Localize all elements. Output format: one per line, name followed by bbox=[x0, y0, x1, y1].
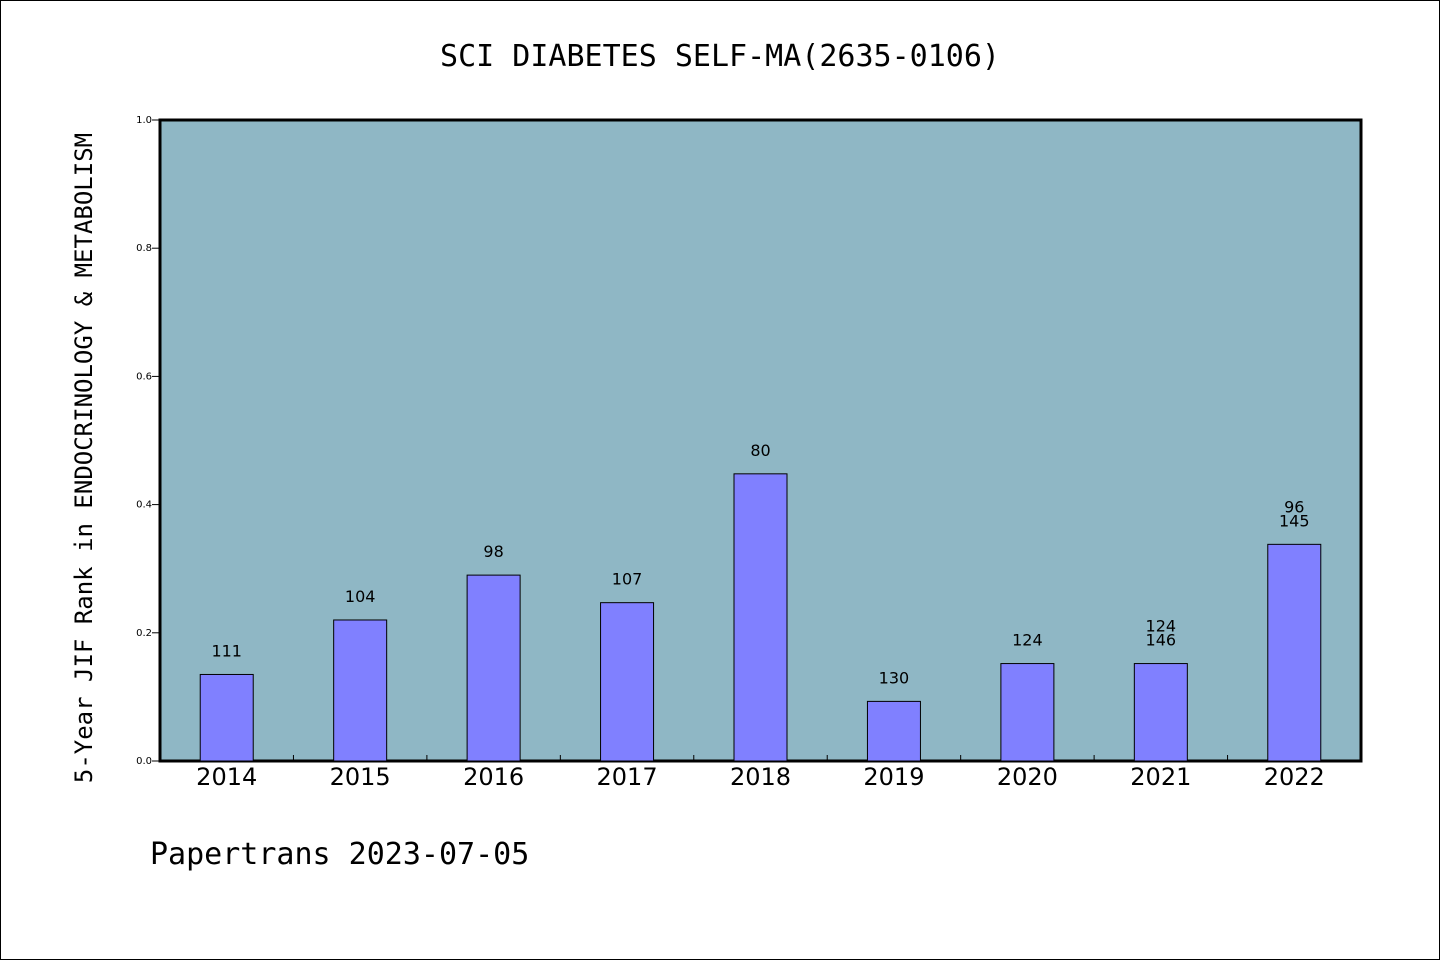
x-tick-label: 2018 bbox=[730, 763, 791, 791]
bar-2022 bbox=[1267, 543, 1322, 762]
bar-2020 bbox=[1000, 663, 1055, 762]
y-tick-label: 1.0 bbox=[136, 115, 152, 126]
x-tick-label: 2014 bbox=[196, 763, 257, 791]
y-tick-label: 0.2 bbox=[136, 628, 152, 639]
bar-data-label: 146 bbox=[1146, 631, 1177, 650]
y-tick-label: 0.0 bbox=[136, 756, 152, 767]
y-tick-label: 0.8 bbox=[136, 243, 152, 254]
bar-data-label: 96 bbox=[1284, 497, 1304, 516]
y-axis-ticks: 0.0 0.2 0.4 0.6 0.8 1.0 bbox=[136, 115, 160, 767]
x-tick-label: 2022 bbox=[1264, 763, 1325, 791]
footer-source-date: Papertrans 2023-07-05 bbox=[150, 837, 529, 872]
bar-data-label: 124 bbox=[1146, 617, 1177, 636]
bar-data-label: 124 bbox=[1012, 631, 1043, 650]
bar-data-label: 111 bbox=[211, 641, 242, 660]
x-tick-label: 2015 bbox=[330, 763, 391, 791]
x-tick-label: 2017 bbox=[597, 763, 658, 791]
bar-data-label: 130 bbox=[879, 668, 910, 687]
bar-data-label: 107 bbox=[612, 570, 643, 589]
bar-data-label: 98 bbox=[483, 542, 503, 561]
chart-title: SCI DIABETES SELF-MA(2635-0106) bbox=[440, 39, 1000, 74]
bar-data-label: 80 bbox=[750, 441, 770, 460]
bar-2016 bbox=[466, 574, 521, 762]
x-tick-label: 2019 bbox=[863, 763, 924, 791]
bar-2014 bbox=[199, 673, 254, 762]
bar-2021 bbox=[1133, 663, 1188, 762]
bar-data-label: 145 bbox=[1279, 511, 1310, 530]
x-tick-label: 2020 bbox=[997, 763, 1058, 791]
bar-data-label: 104 bbox=[345, 587, 376, 606]
x-tick-label: 2016 bbox=[463, 763, 524, 791]
y-axis-label: 5-Year JIF Rank in ENDOCRINOLOGY & METAB… bbox=[70, 133, 98, 783]
bar-2018 bbox=[733, 473, 788, 762]
y-tick-label: 0.6 bbox=[136, 371, 152, 382]
bar-2019 bbox=[866, 700, 921, 762]
bar-2017 bbox=[600, 602, 655, 762]
x-axis-ticks: 2014 2015 2016 2017 2018 2019 2020 2021 2022 bbox=[196, 755, 1325, 791]
y-tick-label: 0.4 bbox=[136, 500, 152, 511]
x-tick-label: 2021 bbox=[1130, 763, 1191, 791]
bar-2015 bbox=[333, 619, 388, 762]
